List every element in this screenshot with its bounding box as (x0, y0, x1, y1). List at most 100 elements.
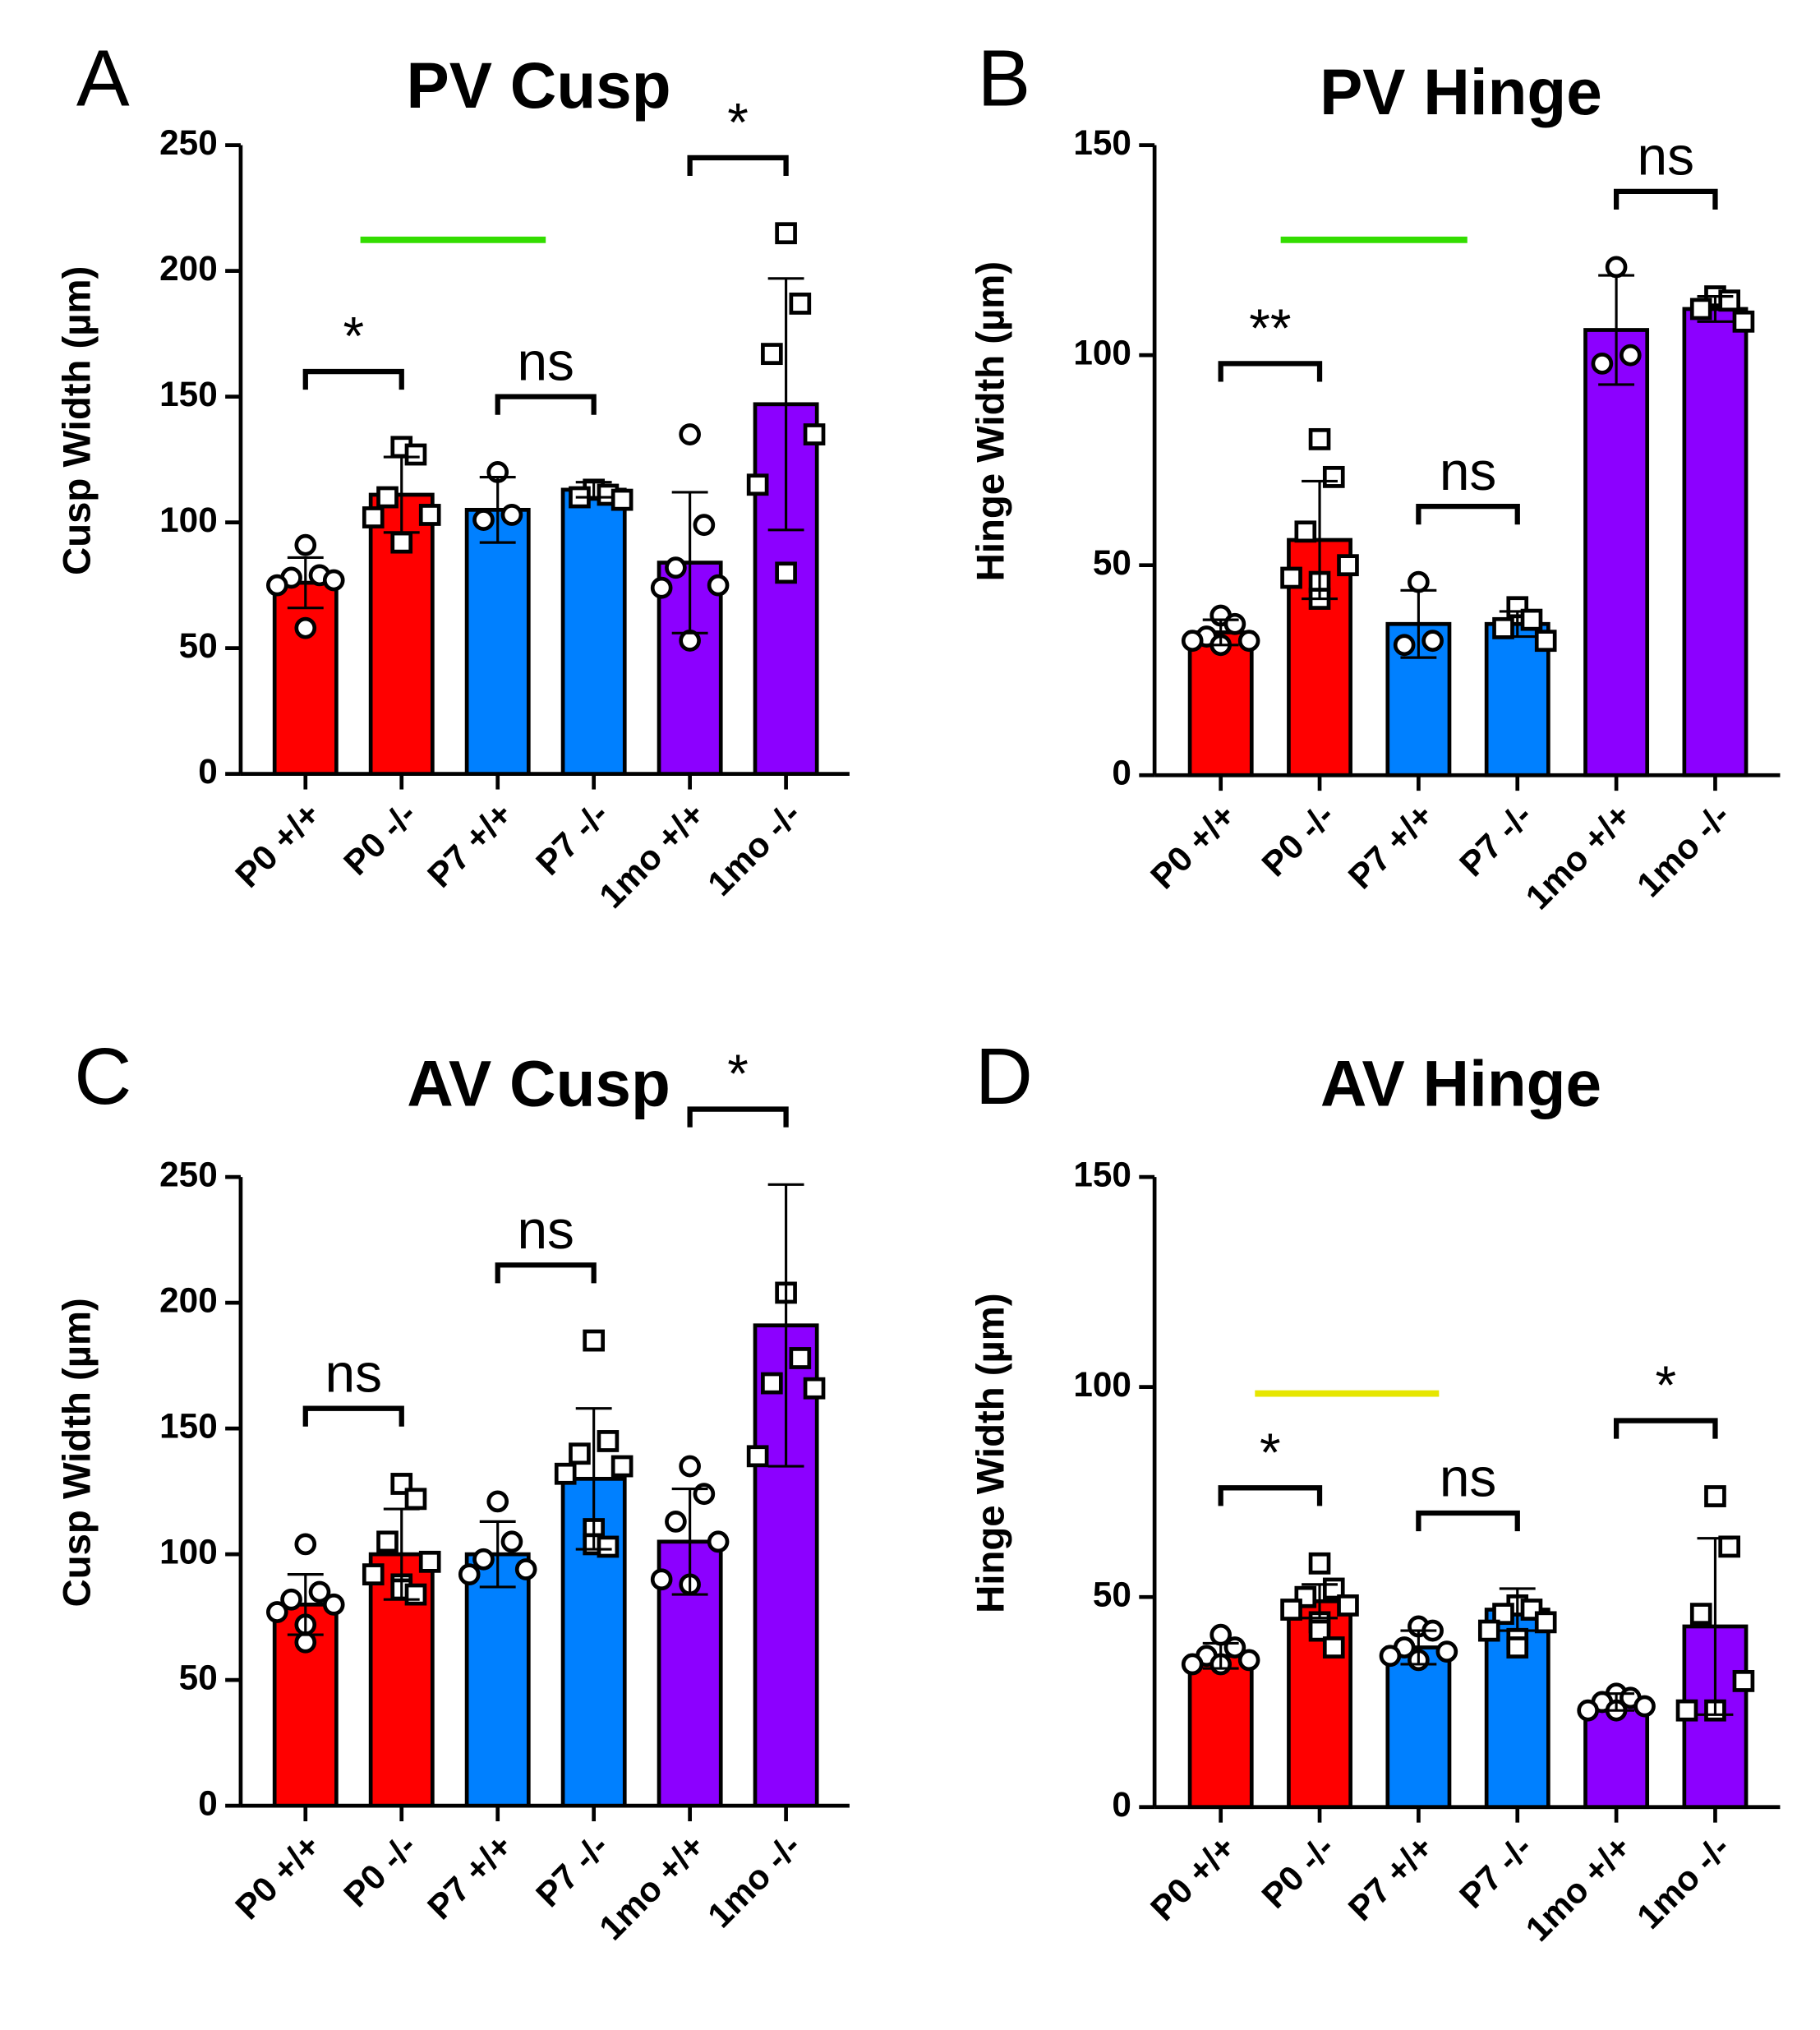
data-point (265, 574, 288, 597)
error-bar (671, 1488, 708, 1596)
data-point (376, 1530, 399, 1553)
data-point (693, 514, 716, 537)
data-point (707, 574, 730, 597)
data-point (1534, 1611, 1557, 1634)
data-point (707, 1530, 730, 1553)
data-point (1689, 298, 1712, 321)
data-point (1591, 352, 1614, 375)
error-bar (1400, 1629, 1437, 1666)
significance-label: ns (1440, 441, 1496, 501)
error-bar (671, 491, 708, 634)
data-point (1181, 630, 1204, 653)
x-tick-label: P7 +/+ (1341, 1828, 1440, 1928)
y-tick-label: 200 (159, 1280, 218, 1319)
data-point (1718, 1535, 1741, 1558)
data-point (404, 443, 427, 466)
x-tick-label: 1mo +/+ (1518, 796, 1638, 916)
data-point (665, 556, 687, 579)
x-tick-label: P0 +/+ (228, 1826, 327, 1926)
data-point (322, 1593, 345, 1616)
data-point (1492, 1603, 1514, 1626)
data-point (665, 1510, 687, 1533)
data-point (280, 1588, 302, 1611)
x-tick-label: P0 +/+ (228, 795, 327, 895)
error-bar (575, 1407, 612, 1551)
y-axis-label: Cusp Width (µm) (55, 1298, 99, 1607)
data-point (294, 533, 317, 556)
data-point (376, 486, 399, 509)
data-point (1181, 1653, 1204, 1676)
x-tick-label: P0 +/+ (1143, 1828, 1242, 1928)
significance-label: ns (325, 1342, 382, 1403)
data-point (746, 473, 769, 496)
data-point (1408, 570, 1430, 593)
data-point (1337, 554, 1359, 577)
x-tick-label: P7 -/- (528, 1826, 615, 1914)
data-point (803, 423, 826, 445)
error-bar (1302, 479, 1338, 601)
error-bar (479, 1520, 516, 1589)
data-point (500, 1530, 523, 1553)
significance-bracket (1613, 188, 1718, 210)
significance-bracket (1613, 1418, 1718, 1439)
significance-label: * (343, 305, 364, 366)
y-tick-label: 100 (1073, 1365, 1131, 1404)
data-point (803, 1377, 826, 1400)
data-point (1223, 612, 1246, 635)
data-point (761, 1372, 783, 1395)
data-point (458, 1563, 481, 1586)
bar (1583, 328, 1650, 777)
y-axis-label: Hinge Width (µm) (969, 261, 1012, 581)
x-tick-label: 1mo +/+ (592, 795, 712, 916)
y-tick-label: 0 (1112, 753, 1131, 791)
data-point (746, 1445, 769, 1468)
data-point (1237, 630, 1260, 653)
data-point (1308, 427, 1331, 450)
x-tick-label: 1mo -/- (1629, 796, 1737, 904)
data-point (1492, 616, 1514, 639)
data-point (294, 616, 317, 639)
data-point (265, 1601, 288, 1623)
bar (1682, 307, 1749, 777)
data-point (1633, 1695, 1656, 1718)
bar (1187, 630, 1254, 777)
significance-label: * (1655, 1354, 1676, 1415)
x-tick-label: 1mo -/- (700, 1826, 808, 1935)
data-point (1577, 1699, 1599, 1722)
panel-letter: C (74, 1031, 131, 1121)
data-point (597, 1535, 620, 1558)
data-point (1675, 1699, 1698, 1722)
data-point (1294, 520, 1317, 543)
error-bar (575, 481, 612, 499)
y-tick-label: 150 (1073, 1155, 1131, 1193)
x-tick-label: P0 -/- (336, 1826, 423, 1914)
data-point (472, 1548, 495, 1571)
chart-title: PV Cusp (407, 49, 671, 122)
x-tick-label: P0 -/- (1255, 796, 1342, 884)
data-point (322, 569, 345, 592)
data-point (418, 1550, 441, 1573)
y-tick-label: 0 (198, 1783, 218, 1822)
x-tick-label: P0 -/- (336, 795, 423, 883)
y-tick-label: 100 (159, 1532, 218, 1571)
y-tick-label: 50 (179, 1658, 218, 1696)
error-bar (1400, 588, 1437, 659)
y-tick-label: 250 (159, 123, 218, 162)
data-point (362, 1563, 385, 1586)
data-point (308, 1580, 331, 1603)
y-tick-label: 100 (1073, 333, 1131, 371)
data-point (1718, 289, 1741, 312)
chart-title: AV Hinge (1320, 1047, 1601, 1119)
data-point (390, 531, 413, 554)
x-tick-label: P7 -/- (1452, 796, 1539, 884)
data-point (583, 1329, 605, 1352)
data-point (1379, 1645, 1402, 1668)
data-point (569, 1442, 591, 1465)
bar (464, 507, 531, 776)
x-tick-label: P7 +/+ (420, 795, 519, 895)
data-point (693, 1483, 716, 1506)
error-bar (1499, 1587, 1536, 1632)
data-point (1337, 1594, 1359, 1617)
y-tick-label: 100 (159, 501, 218, 539)
